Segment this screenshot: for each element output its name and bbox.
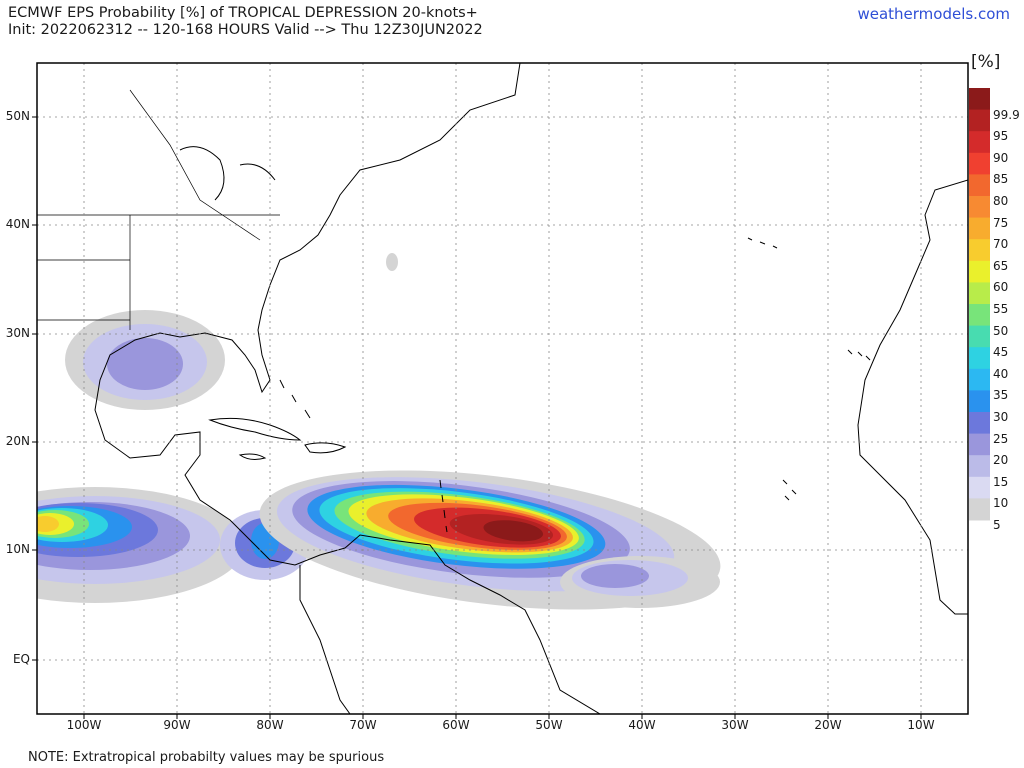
lon-label-20w: 20W — [814, 718, 842, 732]
colorbar-label: 20 — [993, 453, 1009, 468]
colorbar-label: 25 — [993, 431, 1009, 446]
lon-label-10w: 10W — [907, 718, 935, 732]
colorbar-label: 50 — [993, 323, 1009, 338]
colorbar-swatch — [969, 260, 990, 283]
colorbar-swatch — [969, 282, 990, 305]
colorbar-label: 75 — [993, 215, 1009, 230]
map-frame — [36, 62, 969, 715]
colorbar-swatch — [969, 196, 990, 219]
colorbar-swatch — [969, 455, 990, 478]
colorbar-label: 35 — [993, 388, 1009, 403]
colorbar-swatch — [969, 131, 990, 154]
lon-label-90w: 90W — [163, 718, 191, 732]
lon-label-50w: 50W — [535, 718, 563, 732]
colorbar-label: 55 — [993, 302, 1009, 316]
site-link[interactable]: weathermodels.com — [857, 5, 1010, 23]
colorbar-swatch — [969, 88, 990, 111]
colorbar-label: 99.9 — [993, 107, 1020, 122]
colorbar-swatch — [969, 368, 990, 391]
lon-label-30w: 30W — [721, 718, 749, 732]
colorbar-label: 30 — [993, 410, 1009, 424]
colorbar-swatch — [969, 476, 990, 499]
axis-ticks — [32, 116, 922, 719]
lat-label-40n: 40N — [5, 217, 30, 231]
lon-label-40w: 40W — [628, 718, 656, 732]
colorbar-swatch — [969, 390, 990, 413]
colorbar-swatch — [969, 412, 990, 435]
colorbar-unit: [%] — [971, 52, 1001, 72]
colorbar — [969, 88, 990, 521]
lat-label-30n: 30N — [5, 326, 30, 340]
colorbar-label: 40 — [993, 366, 1009, 381]
probability-field — [37, 253, 721, 610]
lat-label-eq: EQ — [12, 652, 30, 666]
colorbar-label: 90 — [993, 150, 1009, 165]
colorbar-swatch — [969, 152, 990, 175]
footnote: NOTE: Extratropical probabilty values ma… — [28, 750, 385, 765]
chart-title: ECMWF EPS Probability [%] of TROPICAL DE… — [8, 5, 478, 21]
lon-label-100w: 100W — [66, 718, 102, 732]
colorbar-swatch — [969, 239, 990, 262]
colorbar-label: 65 — [993, 258, 1009, 273]
colorbar-swatch — [969, 498, 990, 521]
lat-label-20n: 20N — [5, 434, 30, 448]
colorbar-label: 70 — [993, 237, 1009, 252]
colorbar-swatch — [969, 304, 990, 327]
chart-subtitle: Init: 2022062312 -- 120-168 HOURS Valid … — [8, 22, 483, 38]
gridlines — [37, 63, 968, 714]
colorbar-swatch — [969, 325, 990, 348]
colorbar-swatch — [969, 109, 990, 132]
colorbar-label: 95 — [993, 129, 1009, 144]
coastlines — [37, 63, 968, 714]
colorbar-swatch — [969, 217, 990, 240]
colorbar-label: 15 — [993, 474, 1009, 489]
colorbar-swatch — [969, 347, 990, 370]
colorbar-label: 85 — [993, 172, 1009, 187]
colorbar-label: 80 — [993, 194, 1009, 208]
lon-label-80w: 80W — [256, 718, 284, 732]
lon-label-70w: 70W — [349, 718, 377, 732]
colorbar-label: 5 — [993, 518, 1001, 532]
colorbar-swatch — [969, 174, 990, 197]
lat-label-10n: 10N — [5, 542, 30, 556]
colorbar-swatch — [969, 433, 990, 456]
colorbar-label: 10 — [993, 496, 1009, 511]
lon-label-60w: 60W — [442, 718, 470, 732]
colorbar-label: 45 — [993, 345, 1009, 360]
colorbar-label: 60 — [993, 280, 1009, 295]
lat-label-50n: 50N — [5, 109, 30, 123]
